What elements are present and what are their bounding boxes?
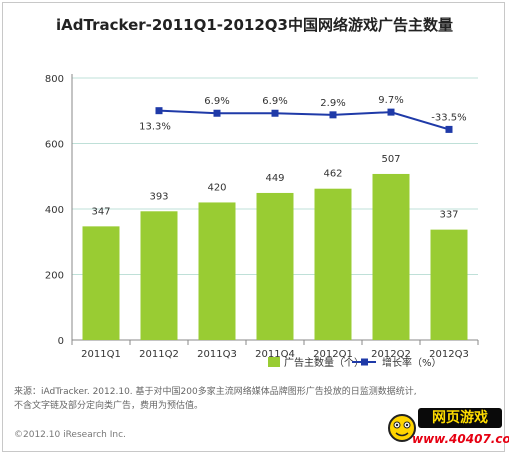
chart-title: iAdTracker-2011Q1-2012Q3中国网络游戏广告主数量 bbox=[56, 16, 453, 34]
y-tick-label: 0 bbox=[58, 336, 64, 347]
x-tick-label: 2012Q3 bbox=[429, 349, 469, 360]
source-note: 来源：iAdTracker. 2012.10. 基于对中国200多家主流网络媒体… bbox=[14, 385, 494, 413]
growth-value-label: 2.9% bbox=[320, 98, 345, 109]
x-tick-label: 2012Q2 bbox=[371, 349, 411, 360]
y-tick-label: 400 bbox=[45, 205, 64, 216]
source-line-1: 来源：iAdTracker. 2012.10. 基于对中国200多家主流网络媒体… bbox=[14, 387, 417, 397]
bar-value-label: 449 bbox=[265, 173, 284, 184]
legend-marker-growth bbox=[361, 358, 368, 366]
y-tick-label: 800 bbox=[45, 74, 64, 85]
growth-point bbox=[155, 107, 163, 115]
growth-point bbox=[271, 109, 279, 117]
bar-value-label: 393 bbox=[149, 191, 168, 202]
site-logo[interactable]: 网页游戏 www.40407.com bbox=[380, 406, 509, 452]
legend: 广告主数量（个） 增长率（%） bbox=[268, 356, 442, 369]
logo-name: 网页游戏 bbox=[418, 408, 502, 428]
x-tick-label: 2011Q1 bbox=[81, 349, 121, 360]
bar-value-label: 462 bbox=[323, 169, 342, 180]
growth-value-label: -33.5% bbox=[431, 112, 466, 123]
axes: 0 200 400 600 800 2011Q1 2011Q2 2011Q3 2011Q4 201… bbox=[45, 74, 479, 360]
bar bbox=[140, 211, 178, 340]
bar-value-label: 507 bbox=[381, 154, 400, 165]
x-tick-label: 2012Q1 bbox=[313, 349, 353, 360]
growth-value-label: 9.7% bbox=[378, 95, 403, 106]
y-tick-label: 600 bbox=[45, 140, 64, 151]
growth-value-label: 6.9% bbox=[204, 96, 229, 107]
bar bbox=[198, 202, 236, 340]
growth-line bbox=[158, 109, 450, 131]
mascot-icon bbox=[388, 414, 416, 442]
chart-area: 0 200 400 600 800 2011Q1 2011Q2 2011Q3 2011Q4 201… bbox=[45, 74, 479, 369]
x-tick-label: 2011Q4 bbox=[255, 349, 295, 360]
bar bbox=[372, 173, 410, 340]
legend-label-bars: 广告主数量（个） bbox=[284, 356, 364, 369]
logo-url: www.40407.com bbox=[412, 432, 509, 446]
bar bbox=[256, 192, 294, 340]
bar bbox=[82, 226, 120, 340]
growth-value-label: 13.3% bbox=[139, 122, 171, 133]
growth-point bbox=[445, 125, 453, 133]
growth-point bbox=[387, 108, 395, 116]
growth-value-label: 6.9% bbox=[262, 96, 287, 107]
y-tick-label: 200 bbox=[45, 271, 64, 282]
legend-label-growth: 增长率（%） bbox=[382, 356, 442, 369]
bar-value-label: 337 bbox=[439, 210, 458, 221]
bar bbox=[430, 229, 468, 340]
growth-point bbox=[213, 109, 221, 117]
bar-value-label: 347 bbox=[91, 206, 110, 217]
copyright-text: ©2012.10 iResearch Inc. bbox=[14, 430, 126, 440]
bar-series bbox=[82, 173, 468, 340]
bar-value-label: 420 bbox=[207, 182, 226, 193]
data-labels: 347 393 420 449 462 507 337 13.3% 6.9% 6.9% 2.9% 9.… bbox=[91, 95, 466, 221]
bar bbox=[314, 188, 352, 340]
x-tick-label: 2011Q3 bbox=[197, 349, 237, 360]
line-series bbox=[155, 107, 453, 133]
x-tick-label: 2011Q2 bbox=[139, 349, 179, 360]
growth-point bbox=[329, 111, 337, 119]
source-line-2: 不含文字链及部分定向类广告，费用为预估值。 bbox=[14, 401, 204, 411]
legend-swatch-bars bbox=[268, 357, 280, 367]
